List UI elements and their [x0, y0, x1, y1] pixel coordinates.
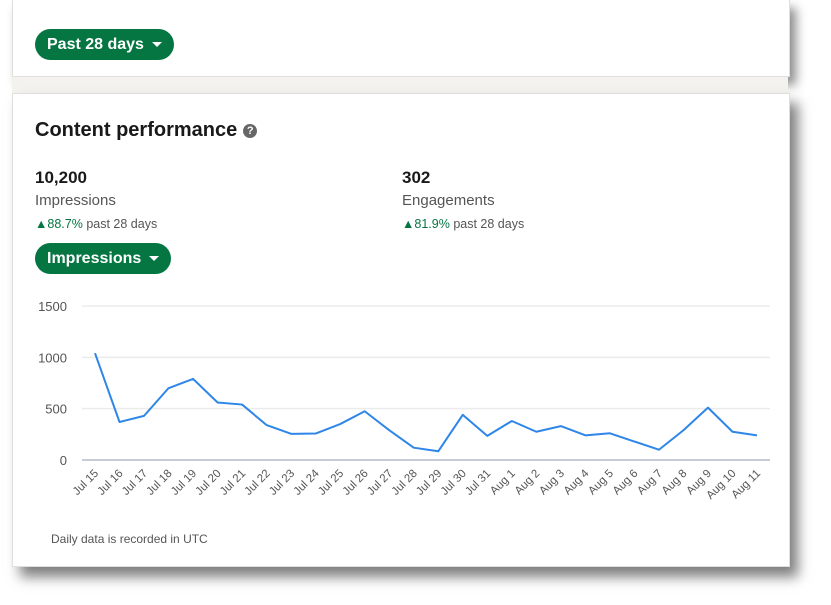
divider	[12, 77, 788, 93]
x-tick-label: Aug 3	[537, 468, 567, 498]
x-tick-label: Aug 4	[562, 467, 592, 497]
date-range-dropdown[interactable]: Past 28 days	[35, 29, 174, 60]
x-tick-label: Aug 6	[611, 468, 641, 498]
x-tick-label: Jul 19	[169, 468, 199, 498]
y-tick-label: 0	[60, 453, 67, 468]
x-tick-label: Jul 24	[292, 467, 323, 498]
caret-down-icon	[151, 42, 162, 47]
section-title: Content performance?	[35, 119, 258, 142]
x-tick-label: Jul 25	[316, 468, 346, 498]
x-tick-label: Jul 30	[439, 468, 469, 498]
x-tick-label: Jul 15	[71, 468, 101, 498]
x-tick-label: Jul 23	[267, 468, 297, 498]
metric-period: past 28 days	[453, 217, 525, 231]
metric-label: Impressions	[35, 192, 116, 209]
y-tick-label: 500	[45, 402, 67, 417]
x-tick-label: Jul 18	[144, 468, 174, 498]
metric-value: 302	[402, 168, 431, 187]
x-tick-label: Jul 16	[95, 468, 125, 498]
y-tick-label: 1500	[38, 299, 67, 314]
x-tick-label: Jul 29	[414, 468, 444, 498]
x-tick-label: Aug 5	[586, 468, 616, 498]
x-tick-label: Aug 7	[635, 468, 665, 498]
section-title-text: Content performance	[35, 119, 238, 141]
metric-period: past 28 days	[86, 217, 158, 231]
up-arrow-icon: ▲	[402, 217, 415, 231]
x-tick-label: Jul 31	[463, 468, 493, 498]
y-tick-label: 1000	[38, 350, 67, 365]
x-tick-label: Aug 8	[660, 468, 690, 498]
x-tick-label: Jul 20	[194, 468, 224, 498]
x-tick-label: Aug 2	[513, 468, 543, 498]
metric-dropdown[interactable]: Impressions	[35, 243, 172, 274]
up-arrow-icon: ▲	[35, 217, 48, 231]
x-tick-label: Jul 26	[341, 468, 371, 498]
metric-engagements: 302 Engagements ▲81.9% past 28 days	[402, 168, 524, 231]
metric-impressions: 10,200 Impressions ▲88.7% past 28 days	[35, 168, 157, 231]
metric-change: 88.7%	[47, 217, 83, 231]
footnote: Daily data is recorded in UTC	[51, 532, 208, 546]
x-tick-label: Jul 28	[390, 468, 420, 498]
metric-change: 81.9%	[414, 217, 450, 231]
content-performance-card	[12, 93, 790, 567]
metric-value: 10,200	[35, 168, 87, 187]
date-range-label: Past 28 days	[47, 36, 144, 53]
x-tick-label: Jul 22	[243, 468, 273, 498]
x-tick-label: Jul 27	[365, 468, 395, 498]
x-tick-label: Jul 17	[120, 468, 150, 498]
metric-label: Engagements	[402, 192, 495, 209]
x-tick-label: Aug 1	[488, 468, 518, 498]
x-tick-label: Jul 21	[218, 468, 248, 498]
metric-dropdown-label: Impressions	[47, 250, 142, 267]
help-icon[interactable]: ?	[243, 123, 258, 138]
caret-down-icon	[149, 256, 160, 261]
series-line-impressions	[94, 352, 758, 453]
